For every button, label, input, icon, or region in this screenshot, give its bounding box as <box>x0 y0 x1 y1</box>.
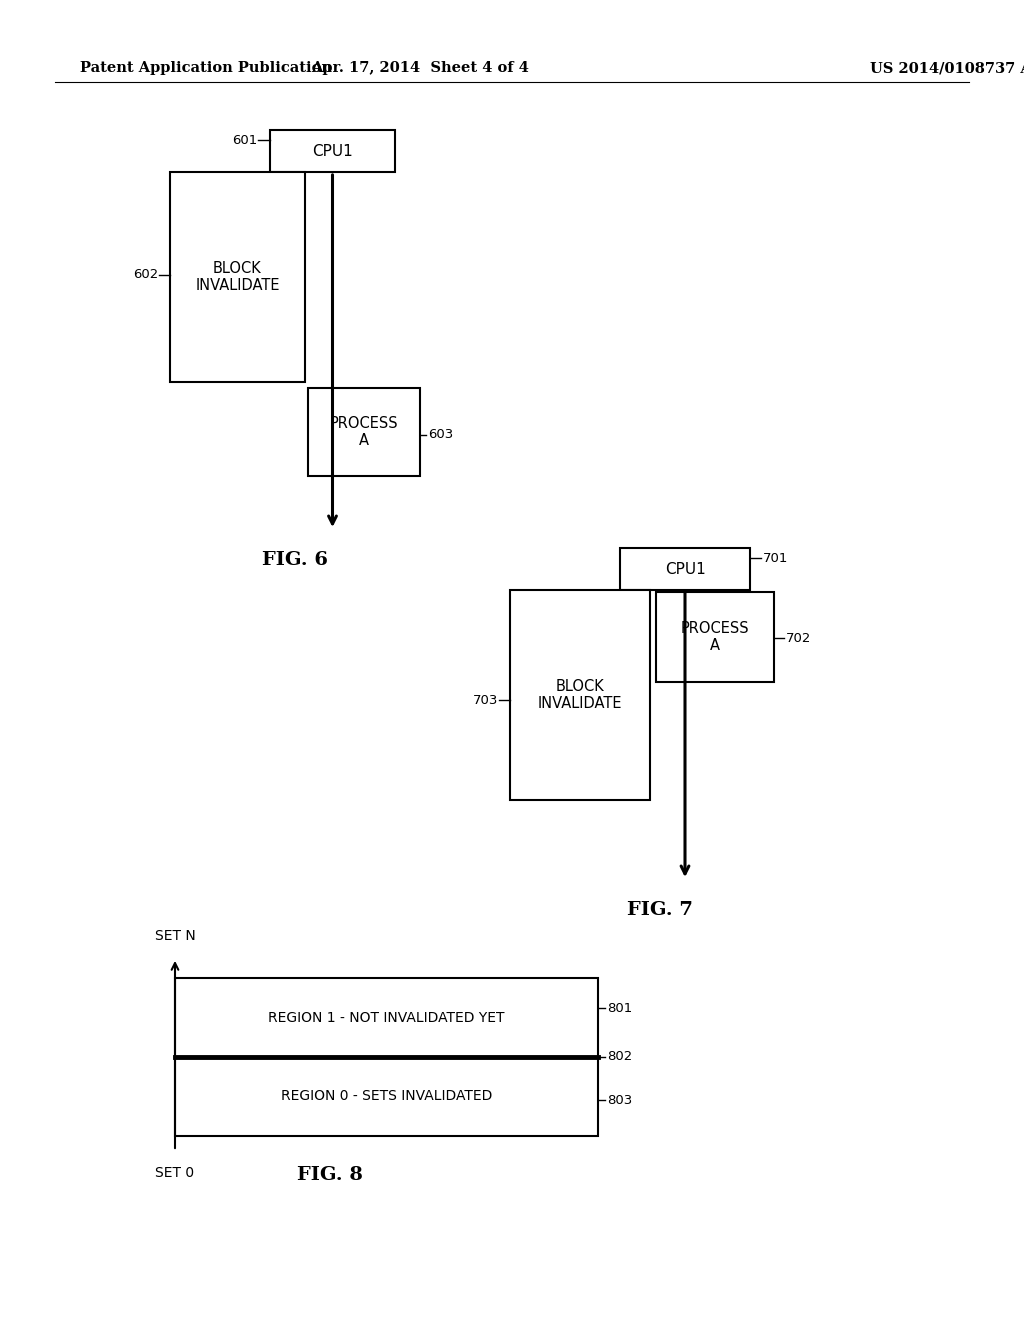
Text: SET N: SET N <box>155 929 196 942</box>
Text: 802: 802 <box>607 1051 632 1064</box>
Text: SET 0: SET 0 <box>156 1166 195 1180</box>
Text: PROCESS
A: PROCESS A <box>330 416 398 449</box>
Text: CPU1: CPU1 <box>312 144 353 158</box>
Bar <box>170 172 305 381</box>
Text: 801: 801 <box>607 1002 632 1015</box>
Bar <box>308 388 420 477</box>
Text: 803: 803 <box>607 1093 632 1106</box>
Bar <box>620 548 750 590</box>
Bar <box>510 590 650 800</box>
Text: 601: 601 <box>231 133 257 147</box>
Text: REGION 0 - SETS INVALIDATED: REGION 0 - SETS INVALIDATED <box>281 1089 493 1104</box>
Text: CPU1: CPU1 <box>665 561 706 577</box>
Text: FIG. 7: FIG. 7 <box>627 902 693 919</box>
Text: 602: 602 <box>133 268 158 281</box>
Text: Patent Application Publication: Patent Application Publication <box>80 61 332 75</box>
Bar <box>270 129 395 172</box>
Text: 703: 703 <box>473 693 498 706</box>
Text: BLOCK
INVALIDATE: BLOCK INVALIDATE <box>196 261 280 293</box>
Text: FIG. 6: FIG. 6 <box>262 550 328 569</box>
Bar <box>175 978 598 1137</box>
Text: PROCESS
A: PROCESS A <box>681 620 750 653</box>
Text: US 2014/0108737 A1: US 2014/0108737 A1 <box>870 61 1024 75</box>
Text: 702: 702 <box>786 631 811 644</box>
Bar <box>656 591 774 682</box>
Text: 701: 701 <box>763 552 788 565</box>
Text: BLOCK
INVALIDATE: BLOCK INVALIDATE <box>538 678 623 711</box>
Text: 603: 603 <box>428 429 454 441</box>
Text: REGION 1 - NOT INVALIDATED YET: REGION 1 - NOT INVALIDATED YET <box>268 1011 505 1024</box>
Text: Apr. 17, 2014  Sheet 4 of 4: Apr. 17, 2014 Sheet 4 of 4 <box>311 61 529 75</box>
Text: FIG. 8: FIG. 8 <box>297 1166 362 1184</box>
